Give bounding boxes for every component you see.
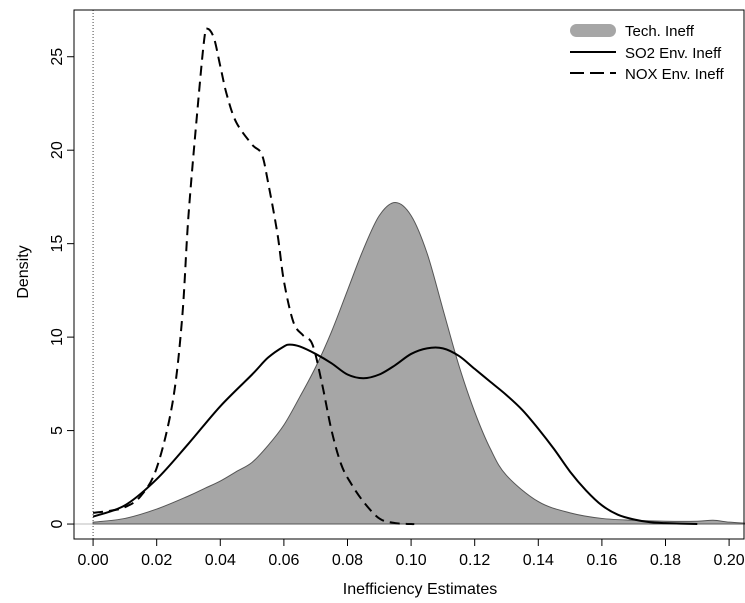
y-tick-label: 20 [49, 141, 66, 159]
series-layer [92, 27, 745, 526]
x-tick-label: 0.18 [650, 552, 681, 569]
x-tick-label: 0.04 [205, 552, 236, 569]
x-tick-label: 0.14 [523, 552, 554, 569]
x-tick-label: 0.10 [396, 552, 427, 569]
y-axis-label: Density [15, 245, 32, 298]
y-tick-label: 10 [49, 328, 66, 346]
plot-frame [73, 9, 745, 540]
x-tick-label: 0.02 [141, 552, 172, 569]
y-tick-label: 5 [49, 426, 66, 435]
y-axis: 0 5 10 15 20 25 [49, 48, 74, 528]
legend-swatch-tech-ineff [570, 24, 616, 37]
series-nox-env-ineff [92, 27, 415, 526]
x-tick-label: 0.12 [459, 552, 490, 569]
x-tick-label: 0.20 [714, 552, 745, 569]
x-axis: 0.00 0.02 0.04 0.06 0.08 0.10 0.12 0.14 0.16 0.18… [78, 539, 745, 569]
x-tick-label: 0.16 [586, 552, 617, 569]
x-tick-label: 0.06 [268, 552, 299, 569]
legend-label-so2-env-ineff: SO2 Env. Ineff [625, 45, 722, 62]
series-tech-ineff [92, 202, 745, 525]
legend: Tech. Ineff SO2 Env. Ineff NOX Env. Inef… [570, 23, 724, 83]
legend-label-tech-ineff: Tech. Ineff [625, 23, 695, 40]
plot-area [73, 9, 745, 540]
x-tick-label: 0.08 [332, 552, 363, 569]
series-so2-env-ineff [92, 343, 698, 526]
y-tick-label: 0 [49, 519, 66, 528]
y-tick-label: 15 [49, 235, 66, 253]
x-tick-label: 0.00 [78, 552, 109, 569]
x-axis-label: Inefficiency Estimates [343, 581, 497, 598]
legend-label-nox-env-ineff: NOX Env. Ineff [625, 66, 724, 83]
y-tick-label: 25 [49, 48, 66, 66]
